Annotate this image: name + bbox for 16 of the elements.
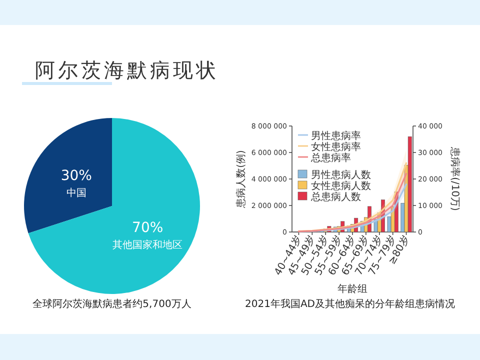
legend-label: 女性患病率 (311, 141, 361, 153)
slice-label: 中国 (66, 187, 86, 200)
text: 全球阿尔茨海默病患者约5,700万人 (32, 298, 192, 310)
x-axis-title: 年龄组 (338, 283, 368, 295)
legend-label: 总患病人数 (310, 191, 361, 203)
legend-label: 男性患病率 (311, 130, 361, 142)
chart-title: 阿尔茨海默病现状 (35, 58, 219, 82)
y2-axis-title: 患病率(/10万) (449, 146, 461, 212)
y-axis-title: 患病人数(例) (235, 150, 247, 209)
data-label: 30% (60, 168, 92, 184)
legend-label: 男性患病人数 (311, 169, 371, 181)
data-label: 70% (132, 220, 164, 236)
legend-label: 女性患病人数 (311, 180, 371, 192)
legend-label: 总患病率 (310, 152, 351, 164)
text: 2021年我国AD及其他痴呆的分年龄组患病情况 (245, 298, 455, 310)
slice-label: 其他国家和地区 (112, 238, 183, 251)
